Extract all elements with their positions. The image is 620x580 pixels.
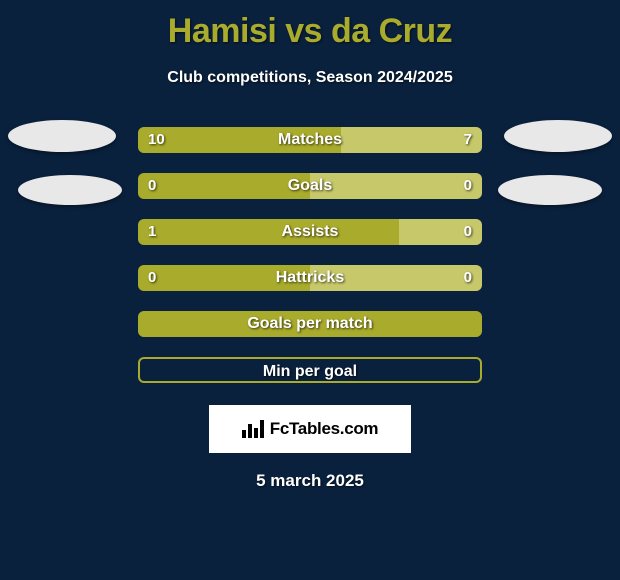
logo-icon <box>242 420 264 438</box>
stat-value-left: 1 <box>148 219 156 245</box>
stat-bar-track: 00Hattricks <box>138 265 482 291</box>
stat-value-right: 0 <box>464 265 472 291</box>
stat-bar-right <box>310 265 482 291</box>
subtitle: Club competitions, Season 2024/2025 <box>0 69 620 87</box>
logo-box: FcTables.com <box>209 405 411 453</box>
page-title: Hamisi vs da Cruz <box>0 0 620 51</box>
stat-bar-right <box>310 173 482 199</box>
stat-bar-track: 10Assists <box>138 219 482 245</box>
stat-bar-left <box>138 311 482 337</box>
stat-bar-track: Goals per match <box>138 311 482 337</box>
stat-row: 00Goals <box>0 163 620 209</box>
stat-value-left: 10 <box>148 127 165 153</box>
stat-row: 00Hattricks <box>0 255 620 301</box>
stat-bar-right <box>341 127 482 153</box>
stat-row: 107Matches <box>0 117 620 163</box>
stat-value-right: 0 <box>464 219 472 245</box>
stat-row: 10Assists <box>0 209 620 255</box>
stat-row: Goals per match <box>0 301 620 347</box>
comparison-chart: 107Matches00Goals10Assists00HattricksGoa… <box>0 117 620 393</box>
stat-value-right: 0 <box>464 173 472 199</box>
stat-bar-track: 107Matches <box>138 127 482 153</box>
stat-bar-left <box>138 219 399 245</box>
stat-bar-left <box>138 173 310 199</box>
stat-bar-track: Min per goal <box>138 357 482 383</box>
date-text: 5 march 2025 <box>0 471 620 491</box>
stat-row: Min per goal <box>0 347 620 393</box>
stat-value-right: 7 <box>464 127 472 153</box>
stat-value-left: 0 <box>148 265 156 291</box>
stat-bar-track: 00Goals <box>138 173 482 199</box>
stat-bar-left <box>138 265 310 291</box>
stat-value-left: 0 <box>148 173 156 199</box>
stat-label: Min per goal <box>140 359 480 383</box>
logo-text: FcTables.com <box>270 419 379 439</box>
stat-bar-left <box>138 127 341 153</box>
